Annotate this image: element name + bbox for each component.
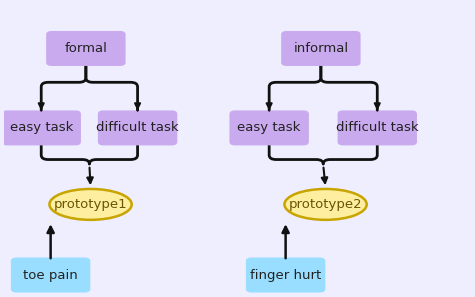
FancyBboxPatch shape xyxy=(98,110,177,146)
FancyBboxPatch shape xyxy=(11,257,90,293)
FancyBboxPatch shape xyxy=(281,31,361,66)
FancyBboxPatch shape xyxy=(46,31,125,66)
Text: formal: formal xyxy=(65,42,107,55)
Text: easy task: easy task xyxy=(10,121,73,135)
Text: difficult task: difficult task xyxy=(336,121,418,135)
Text: informal: informal xyxy=(293,42,349,55)
Text: finger hurt: finger hurt xyxy=(250,268,321,282)
Ellipse shape xyxy=(49,189,132,220)
FancyBboxPatch shape xyxy=(246,257,325,293)
Text: prototype1: prototype1 xyxy=(54,198,127,211)
Ellipse shape xyxy=(285,189,367,220)
Text: easy task: easy task xyxy=(238,121,301,135)
Text: difficult task: difficult task xyxy=(96,121,179,135)
Text: prototype2: prototype2 xyxy=(289,198,362,211)
FancyBboxPatch shape xyxy=(229,110,309,146)
FancyBboxPatch shape xyxy=(338,110,417,146)
Text: toe pain: toe pain xyxy=(23,268,78,282)
FancyBboxPatch shape xyxy=(1,110,81,146)
